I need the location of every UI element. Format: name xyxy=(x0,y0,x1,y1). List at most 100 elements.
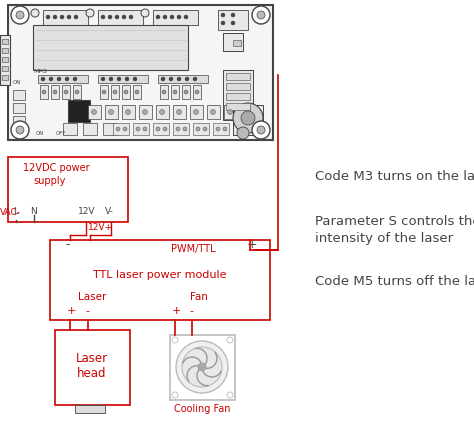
Circle shape xyxy=(163,15,167,19)
Text: V-: V- xyxy=(105,207,114,216)
Circle shape xyxy=(109,109,113,115)
Bar xyxy=(88,105,101,119)
Bar xyxy=(182,85,190,99)
Circle shape xyxy=(141,9,149,17)
Circle shape xyxy=(221,21,225,25)
Bar xyxy=(224,105,237,119)
Text: Parameter S controls the: Parameter S controls the xyxy=(315,215,474,228)
Circle shape xyxy=(143,109,147,115)
Circle shape xyxy=(195,90,199,94)
Circle shape xyxy=(221,13,225,17)
Bar xyxy=(100,85,108,99)
Circle shape xyxy=(193,109,199,115)
Bar xyxy=(0,35,10,85)
Bar xyxy=(122,105,135,119)
Circle shape xyxy=(257,11,265,19)
Circle shape xyxy=(227,392,233,398)
Circle shape xyxy=(113,90,117,94)
Bar xyxy=(226,103,250,110)
Text: Code M3 turns on the laser: Code M3 turns on the laser xyxy=(315,170,474,183)
Circle shape xyxy=(60,15,64,19)
Circle shape xyxy=(101,77,105,81)
Bar xyxy=(40,85,48,99)
Circle shape xyxy=(49,77,53,81)
Circle shape xyxy=(143,127,147,131)
Bar xyxy=(2,66,8,71)
Circle shape xyxy=(41,77,45,81)
Circle shape xyxy=(173,90,177,94)
Circle shape xyxy=(123,127,127,131)
Circle shape xyxy=(228,109,233,115)
Circle shape xyxy=(257,126,265,134)
Circle shape xyxy=(102,90,106,94)
Bar xyxy=(63,123,77,135)
Text: -: - xyxy=(85,306,89,316)
Bar xyxy=(133,123,149,135)
Text: ON: ON xyxy=(36,131,45,136)
Circle shape xyxy=(182,347,222,387)
Bar xyxy=(13,103,25,113)
Circle shape xyxy=(136,127,140,131)
Circle shape xyxy=(101,15,105,19)
Circle shape xyxy=(65,77,69,81)
Circle shape xyxy=(210,109,216,115)
Text: -: - xyxy=(65,238,70,251)
Circle shape xyxy=(117,77,121,81)
Text: L: L xyxy=(13,207,18,216)
Bar xyxy=(213,123,229,135)
Bar xyxy=(122,85,130,99)
Circle shape xyxy=(223,127,227,131)
Text: N: N xyxy=(30,207,37,216)
Circle shape xyxy=(16,11,24,19)
Bar xyxy=(98,10,143,25)
Circle shape xyxy=(133,77,137,81)
Circle shape xyxy=(231,21,235,25)
Bar xyxy=(170,335,235,400)
Circle shape xyxy=(73,77,77,81)
Bar xyxy=(207,105,220,119)
Bar xyxy=(139,105,152,119)
Circle shape xyxy=(109,77,113,81)
Bar xyxy=(8,157,128,222)
Circle shape xyxy=(75,90,79,94)
Bar xyxy=(173,105,186,119)
Bar xyxy=(226,83,250,90)
Text: 12VDC power: 12VDC power xyxy=(23,163,90,173)
Bar xyxy=(33,25,188,70)
Bar xyxy=(233,105,263,135)
Bar xyxy=(156,105,169,119)
Bar xyxy=(190,105,203,119)
Circle shape xyxy=(185,77,189,81)
Circle shape xyxy=(233,103,263,133)
Circle shape xyxy=(124,90,128,94)
Circle shape xyxy=(172,337,178,343)
Circle shape xyxy=(126,109,130,115)
Text: +: + xyxy=(247,238,258,251)
Bar xyxy=(171,85,179,99)
Text: +: + xyxy=(172,306,182,316)
Bar xyxy=(218,10,248,30)
Text: intensity of the laser: intensity of the laser xyxy=(315,232,453,245)
Bar xyxy=(193,123,209,135)
Bar xyxy=(226,73,250,80)
Circle shape xyxy=(91,109,97,115)
Text: -: - xyxy=(189,306,193,316)
Bar xyxy=(98,75,148,83)
Circle shape xyxy=(176,109,182,115)
Bar xyxy=(51,85,59,99)
Circle shape xyxy=(67,15,71,19)
Circle shape xyxy=(42,90,46,94)
Circle shape xyxy=(46,15,50,19)
Bar xyxy=(223,33,243,51)
Text: Laser: Laser xyxy=(78,292,106,302)
Bar xyxy=(75,405,105,413)
Bar xyxy=(55,330,130,405)
Text: ON: ON xyxy=(13,80,21,85)
Circle shape xyxy=(184,90,188,94)
Circle shape xyxy=(135,90,139,94)
Bar xyxy=(153,10,198,25)
Bar xyxy=(13,90,25,100)
Circle shape xyxy=(161,77,165,81)
Text: Laser: Laser xyxy=(76,352,108,365)
Circle shape xyxy=(57,77,61,81)
